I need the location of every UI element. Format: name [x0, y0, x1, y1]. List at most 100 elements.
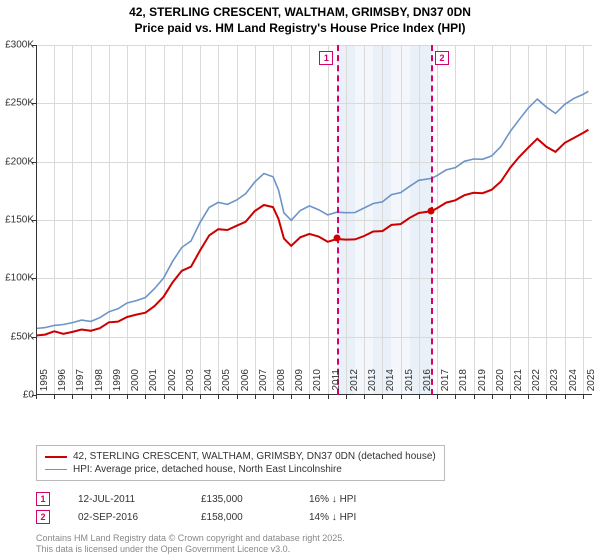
xaxis-label: 2012 — [349, 369, 360, 399]
series-price_paid — [36, 130, 588, 336]
xaxis-label: 2013 — [367, 369, 378, 399]
chart-area: 12 1995199619971998199920002001200220032… — [36, 45, 592, 415]
xaxis-label: 2001 — [148, 369, 159, 399]
xtick — [546, 395, 547, 399]
xaxis-label: 1997 — [75, 369, 86, 399]
xaxis-label: 2005 — [221, 369, 232, 399]
xtick — [455, 395, 456, 399]
xtick — [164, 395, 165, 399]
xtick — [565, 395, 566, 399]
sale-marker-box: 1 — [319, 51, 333, 65]
attribution-line-2: This data is licensed under the Open Gov… — [36, 544, 345, 555]
xtick — [382, 395, 383, 399]
title-line-1: 42, STERLING CRESCENT, WALTHAM, GRIMSBY,… — [0, 4, 600, 20]
xaxis-label: 2021 — [513, 369, 524, 399]
xtick — [401, 395, 402, 399]
yaxis-label: £150K — [0, 215, 34, 226]
legend-row: HPI: Average price, detached house, Nort… — [45, 463, 436, 476]
plot-region: 12 — [36, 45, 592, 395]
yaxis-label: £50K — [0, 331, 34, 342]
series-hpi — [36, 91, 588, 328]
sale-row: 2 02-SEP-2016 £158,000 14% ↓ HPI — [36, 508, 389, 526]
xtick — [200, 395, 201, 399]
xtick — [346, 395, 347, 399]
xaxis-label: 2003 — [185, 369, 196, 399]
yaxis-label: £100K — [0, 273, 34, 284]
sale-point — [334, 234, 341, 241]
yaxis-label: £300K — [0, 40, 34, 51]
xtick — [145, 395, 146, 399]
xtick — [474, 395, 475, 399]
xtick — [364, 395, 365, 399]
xtick — [237, 395, 238, 399]
xtick — [291, 395, 292, 399]
sale-point — [428, 207, 435, 214]
title-line-2: Price paid vs. HM Land Registry's House … — [0, 20, 600, 36]
xaxis-label: 1998 — [94, 369, 105, 399]
xaxis-label: 2018 — [458, 369, 469, 399]
xaxis-label: 2008 — [276, 369, 287, 399]
y-axis — [36, 45, 37, 395]
xtick — [54, 395, 55, 399]
sale-row-hpi-delta: 16% ↓ HPI — [309, 494, 389, 505]
attribution-line-1: Contains HM Land Registry data © Crown c… — [36, 533, 345, 544]
legend-swatch — [45, 456, 67, 458]
sale-row: 1 12-JUL-2011 £135,000 16% ↓ HPI — [36, 490, 389, 508]
xaxis-label: 2023 — [549, 369, 560, 399]
xaxis-label: 1996 — [57, 369, 68, 399]
sale-row-date: 02-SEP-2016 — [78, 512, 173, 523]
xaxis-label: 2014 — [385, 369, 396, 399]
xaxis-label: 1999 — [112, 369, 123, 399]
legend-row: 42, STERLING CRESCENT, WALTHAM, GRIMSBY,… — [45, 450, 436, 463]
sale-row-hpi-delta: 14% ↓ HPI — [309, 512, 389, 523]
xaxis-label: 2020 — [495, 369, 506, 399]
sale-marker-box: 2 — [435, 51, 449, 65]
legend: 42, STERLING CRESCENT, WALTHAM, GRIMSBY,… — [36, 445, 445, 481]
xaxis-label: 2009 — [294, 369, 305, 399]
xaxis-label: 2016 — [422, 369, 433, 399]
attribution: Contains HM Land Registry data © Crown c… — [36, 533, 345, 555]
yaxis-label: £0 — [0, 390, 34, 401]
xtick — [218, 395, 219, 399]
xtick — [72, 395, 73, 399]
xtick — [328, 395, 329, 399]
xtick — [127, 395, 128, 399]
line-series-svg — [36, 45, 592, 395]
sale-row-price: £158,000 — [201, 512, 281, 523]
xaxis-label: 2024 — [568, 369, 579, 399]
xaxis-label: 2017 — [440, 369, 451, 399]
xaxis-label: 2007 — [258, 369, 269, 399]
yaxis-label: £250K — [0, 98, 34, 109]
xaxis-label: 2022 — [531, 369, 542, 399]
sale-row-marker: 2 — [36, 510, 50, 524]
sales-table: 1 12-JUL-2011 £135,000 16% ↓ HPI 2 02-SEP-201… — [36, 490, 389, 526]
xaxis-label: 1995 — [39, 369, 50, 399]
yaxis-label: £200K — [0, 156, 34, 167]
xtick — [510, 395, 511, 399]
legend-swatch — [45, 469, 67, 471]
xtick — [437, 395, 438, 399]
xtick — [91, 395, 92, 399]
sale-row-marker: 1 — [36, 492, 50, 506]
xaxis-label: 2019 — [477, 369, 488, 399]
xaxis-label: 2002 — [167, 369, 178, 399]
xaxis-label: 2025 — [586, 369, 597, 399]
sale-marker-line — [431, 45, 433, 395]
legend-label: 42, STERLING CRESCENT, WALTHAM, GRIMSBY,… — [73, 451, 436, 462]
xaxis-label: 2004 — [203, 369, 214, 399]
xaxis-label: 2011 — [331, 369, 342, 399]
xaxis-label: 2010 — [312, 369, 323, 399]
xaxis-label: 2006 — [240, 369, 251, 399]
xtick — [255, 395, 256, 399]
sale-row-price: £135,000 — [201, 494, 281, 505]
xtick — [273, 395, 274, 399]
xtick — [182, 395, 183, 399]
legend-label: HPI: Average price, detached house, Nort… — [73, 464, 342, 475]
xtick — [492, 395, 493, 399]
xtick — [36, 395, 37, 399]
chart-title-block: 42, STERLING CRESCENT, WALTHAM, GRIMSBY,… — [0, 0, 600, 36]
xaxis-label: 2015 — [404, 369, 415, 399]
xtick — [583, 395, 584, 399]
sale-row-date: 12-JUL-2011 — [78, 494, 173, 505]
xtick — [528, 395, 529, 399]
